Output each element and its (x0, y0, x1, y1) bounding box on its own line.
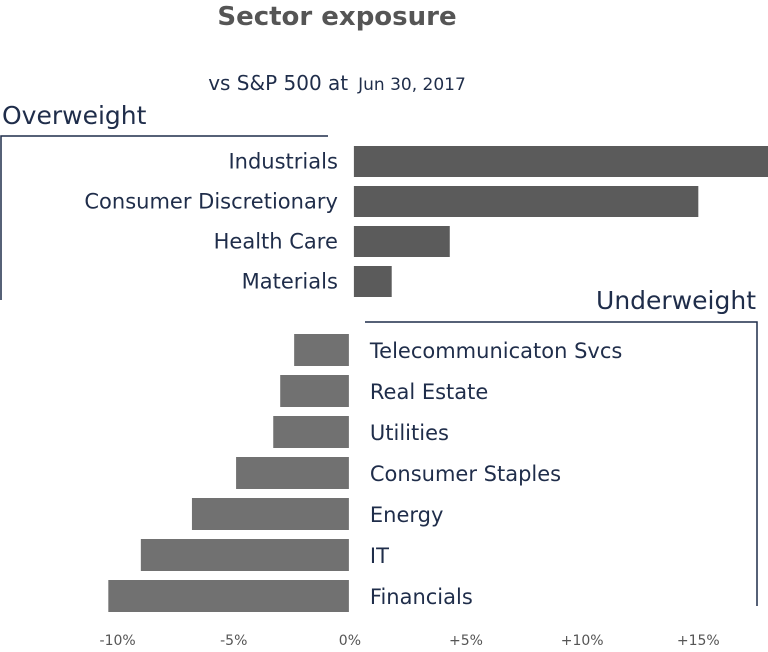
label-consumer-discretionary: Consumer Discretionary (84, 190, 338, 214)
x-tick-label: 0% (339, 633, 361, 649)
x-tick-label: +15% (677, 633, 720, 649)
bar-real-estate (280, 375, 349, 407)
bar-materials (353, 266, 392, 297)
bar-telecommunicaton-svcs (294, 334, 349, 366)
bar-utilities (273, 416, 349, 448)
bar-consumer-staples (236, 457, 349, 489)
x-tick-label: -10% (100, 633, 136, 649)
bar-financials (108, 580, 349, 612)
overweight-bracket (0, 135, 328, 300)
label-industrials: Industrials (228, 150, 337, 174)
underweight-bracket (365, 321, 758, 606)
chart-title: Sector exposure (217, 2, 456, 32)
bar-health-care (353, 226, 450, 257)
label-consumer-staples: Consumer Staples (370, 462, 561, 486)
label-energy: Energy (370, 503, 444, 527)
chart-subtitle: vs S&P 500 at Jun 30, 2017 (208, 71, 466, 95)
label-materials: Materials (242, 270, 338, 294)
bar-it (140, 539, 349, 571)
category-labels-group: Industrials Consumer Discretionary Health … (84, 150, 622, 610)
label-real-estate: Real Estate (370, 380, 488, 404)
label-financials: Financials (370, 585, 473, 609)
subtitle-date: Jun 30, 2017 (357, 75, 466, 95)
bar-energy (191, 498, 349, 530)
label-utilities: Utilities (370, 421, 449, 445)
x-tick-label: +5% (449, 633, 483, 649)
label-telecommunicaton-svcs: Telecommunicaton Svcs (369, 339, 622, 363)
overweight-label: Overweight (2, 101, 147, 130)
subtitle-text: vs S&P 500 at (208, 71, 348, 95)
label-health-care: Health Care (214, 230, 338, 254)
x-tick-label: -5% (220, 633, 247, 649)
x-axis-ticks: -10% -5% 0% +5% +10% +15% (100, 633, 720, 649)
bars-group (108, 146, 768, 612)
underweight-label: Underweight (596, 286, 756, 315)
bar-consumer-discretionary (353, 186, 699, 217)
label-it: IT (370, 544, 389, 568)
x-tick-label: +10% (561, 633, 604, 649)
bar-industrials (353, 146, 768, 177)
